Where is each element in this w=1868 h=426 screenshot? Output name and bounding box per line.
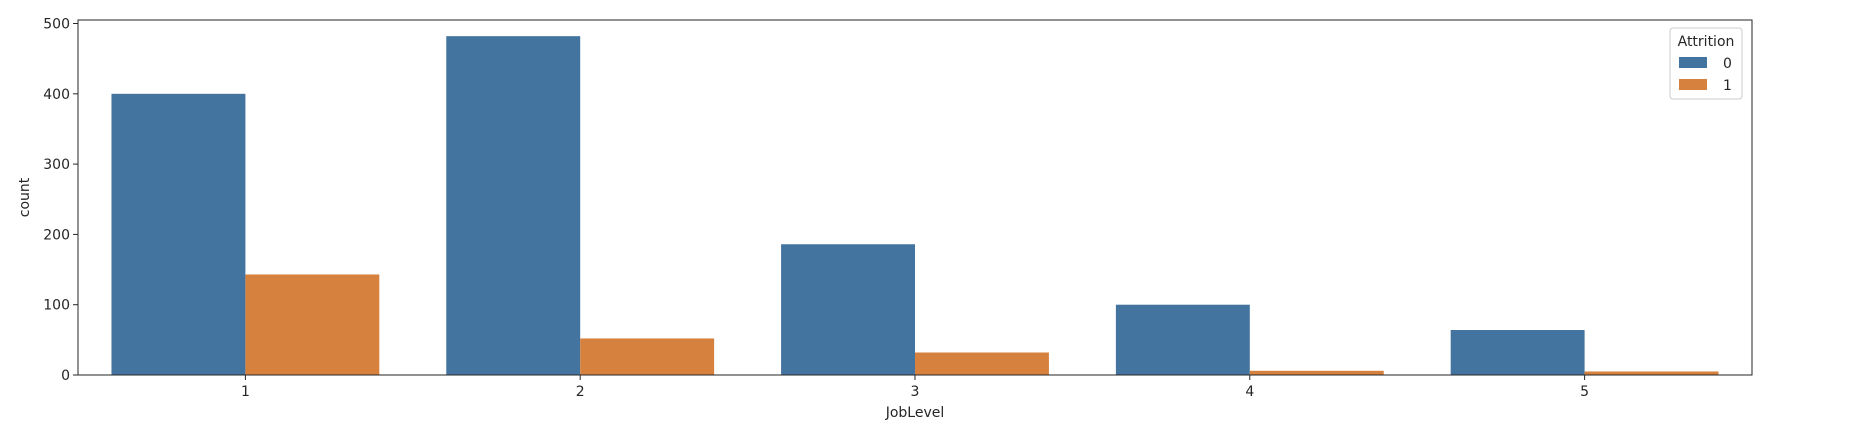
bar-level-1-attrition-0: [111, 93, 246, 375]
bar-level-1-attrition-1: [245, 274, 380, 375]
legend-swatch-attrition-0: [1679, 57, 1707, 68]
y-tick-label: 100: [43, 298, 70, 314]
y-tick-label: 500: [43, 17, 70, 33]
x-tick-label: 2: [576, 384, 585, 400]
bar-level-4-attrition-0: [1115, 304, 1250, 375]
bar-level-2-attrition-0: [446, 36, 581, 376]
legend-items: 01: [1679, 56, 1732, 94]
legend-label-attrition-1: 1: [1723, 78, 1732, 94]
bar-level-5-attrition-1: [1584, 371, 1719, 375]
y-tick-label: 400: [43, 87, 70, 103]
bars-group: [111, 36, 1719, 376]
x-tick-label: 5: [1580, 384, 1589, 400]
bar-level-3-attrition-0: [781, 244, 915, 375]
x-axis-ticks: 1 2 3 4 5: [241, 375, 1589, 400]
legend: Attrition 01: [1669, 27, 1743, 100]
bar-level-3-attrition-1: [915, 352, 1049, 375]
y-axis-ticks: 0 100 200 300 400 500: [43, 17, 78, 384]
x-tick-label: 3: [911, 384, 920, 400]
legend-title: Attrition: [1678, 34, 1735, 50]
x-tick-label: 4: [1245, 384, 1254, 400]
bar-level-2-attrition-1: [580, 338, 715, 375]
y-axis-label: count: [17, 177, 33, 217]
y-tick-label: 300: [43, 157, 70, 173]
legend-swatch-attrition-1: [1679, 79, 1707, 90]
legend-label-attrition-0: 0: [1723, 56, 1732, 72]
bar-level-4-attrition-1: [1249, 370, 1384, 375]
bar-level-5-attrition-0: [1450, 330, 1585, 375]
x-axis-label: JobLevel: [885, 405, 945, 421]
x-tick-label: 1: [241, 384, 250, 400]
y-tick-label: 200: [43, 227, 70, 243]
y-tick-label: 0: [61, 368, 70, 384]
